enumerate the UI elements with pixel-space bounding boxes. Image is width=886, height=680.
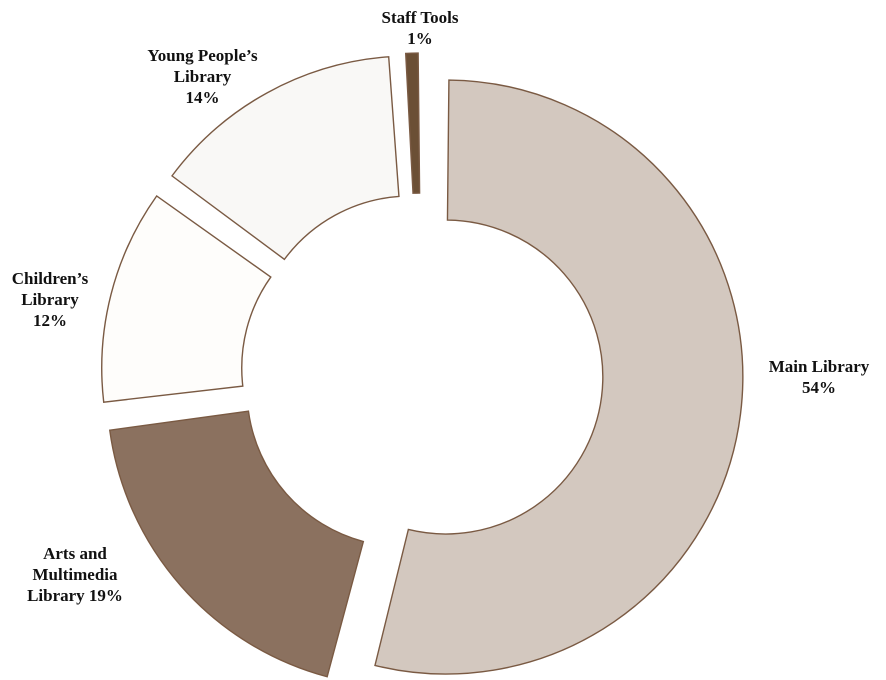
- slice-main-library: [374, 79, 744, 675]
- slice-childrens-library: [101, 195, 272, 403]
- label-young-peoples-library: Young People’s Library 14%: [115, 45, 290, 108]
- label-children-line-1: Children’s: [11, 269, 89, 288]
- label-childrens-library: Children’s Library 12%: [0, 268, 100, 331]
- label-children-line-2: Library: [21, 290, 79, 309]
- slice-arts-multimedia-library: [108, 410, 365, 678]
- label-arts-multimedia-library: Arts and Multimedia Library 19%: [10, 543, 140, 606]
- label-arts-line-1: Arts and: [43, 544, 107, 563]
- label-staff-tools-name: Staff Tools: [381, 8, 459, 27]
- label-children-value: 12%: [33, 311, 67, 330]
- slice-staff-tools: [404, 52, 421, 194]
- label-main-value: 54%: [802, 378, 836, 397]
- label-main-name: Main Library: [768, 357, 870, 376]
- label-main-library: Main Library 54%: [752, 356, 886, 398]
- label-staff-tools: Staff Tools 1%: [350, 7, 490, 49]
- label-young-value: 14%: [185, 88, 220, 107]
- label-arts-line-3: Library 19%: [27, 586, 123, 605]
- label-young-line-2: Library: [173, 67, 232, 86]
- slice-young-peoples-library: [171, 56, 400, 261]
- label-staff-tools-value: 1%: [407, 29, 433, 48]
- label-young-line-1: Young People’s: [147, 46, 258, 65]
- label-arts-line-2: Multimedia: [32, 565, 118, 584]
